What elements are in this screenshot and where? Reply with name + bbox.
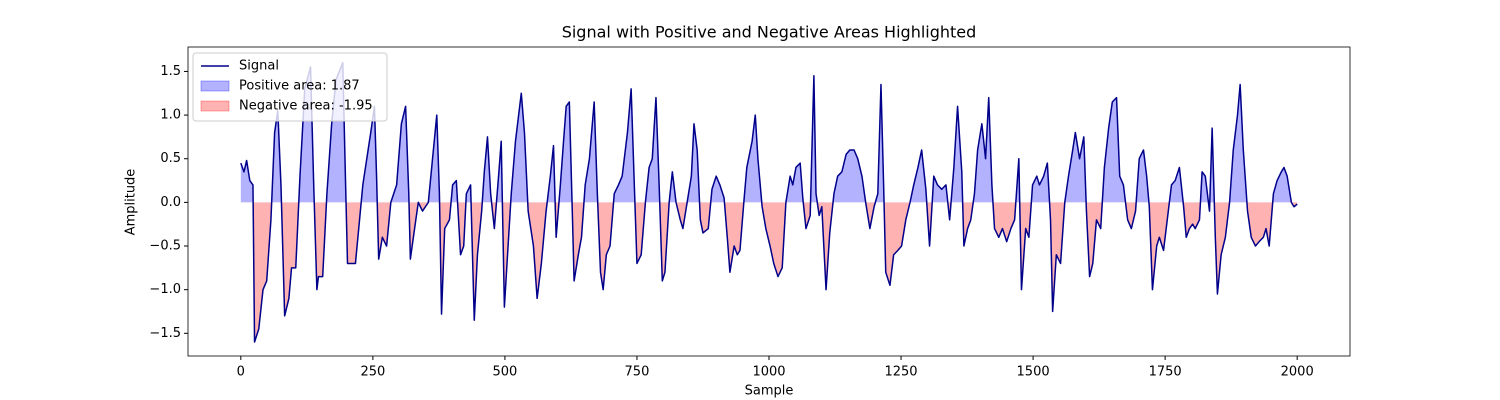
x-tick-label: 2000	[1281, 365, 1314, 380]
chart-title: Signal with Positive and Negative Areas …	[562, 23, 977, 42]
signal-line	[240, 61, 1298, 343]
x-tick-label: 750	[625, 365, 650, 380]
x-tick-label: 1500	[1017, 365, 1050, 380]
x-tick-label: 500	[492, 365, 517, 380]
x-tick-label: 1000	[752, 365, 785, 380]
y-tick-label: −0.5	[149, 239, 181, 254]
legend-label: Negative area: -1.95	[239, 99, 373, 114]
x-tick-label: 0	[237, 365, 245, 380]
y-tick-label: 1.5	[160, 64, 181, 79]
legend-box	[192, 52, 388, 122]
y-tick-label: −1.5	[149, 326, 181, 341]
legend-label: Signal	[239, 59, 279, 74]
y-tick-label: 0.5	[160, 151, 181, 166]
legend-label: Positive area: 1.87	[239, 79, 360, 94]
legend-swatch	[200, 100, 230, 112]
y-axis-label: Amplitude	[124, 169, 139, 236]
x-axis-label: Sample	[745, 384, 794, 399]
x-tick-label: 1750	[1149, 365, 1182, 380]
plot-frame	[187, 46, 1351, 357]
y-tick-label: 0.0	[160, 195, 181, 210]
y-tick-label: −1.0	[149, 282, 181, 297]
x-tick-label: 1250	[884, 365, 917, 380]
y-tick-label: 1.0	[160, 108, 181, 123]
legend-swatch	[200, 80, 230, 92]
x-tick-label: 250	[360, 365, 385, 380]
area-fill	[240, 202, 1298, 343]
